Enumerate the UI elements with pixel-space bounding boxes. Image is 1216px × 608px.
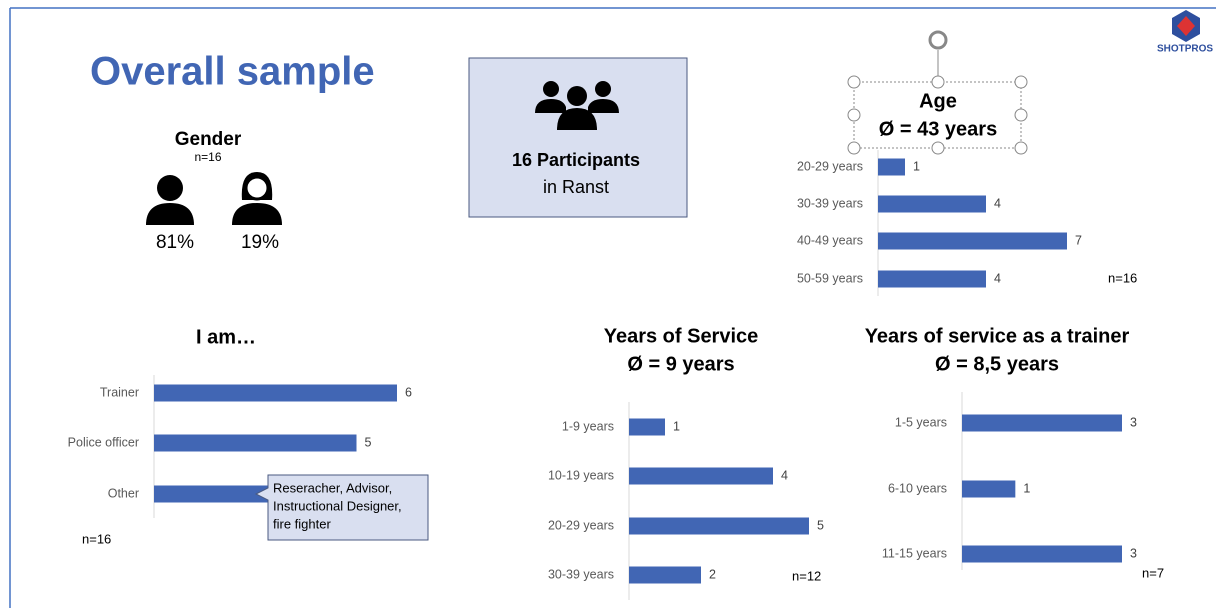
value-label: 1 [1023,481,1030,495]
participants-count: 16 Participants [512,150,640,170]
value-label: 7 [1075,233,1082,247]
chart-title: Years of Service [604,325,759,347]
participants-box [468,57,688,218]
value-label: 4 [781,468,788,482]
value-label: 2 [709,567,716,581]
callout-box [254,474,429,541]
value-label: 3 [1130,546,1137,560]
category-label: Police officer [68,435,139,449]
chart-title: I am… [196,326,256,348]
value-label: 1 [673,419,680,433]
category-label: 50-59 years [797,271,863,285]
bar [629,517,809,535]
participants-place: in Ranst [543,177,609,197]
bar [629,467,773,485]
group-icon [535,81,619,130]
slide-title: Overall sample [90,50,375,94]
value-label: 5 [817,518,824,532]
chart-title: Years of service as a trainer [865,325,1130,347]
bar [878,158,905,176]
bar [154,434,357,452]
male-share: 81% [156,232,194,253]
category-label: 30-39 years [797,196,863,210]
callout-text: Instructional Designer, [273,498,402,513]
sample-size: n=16 [82,531,111,546]
sample-size: n=7 [1142,565,1164,580]
callout-text: fire fighter [273,516,331,531]
chart-subtitle: Ø = 43 years [879,118,997,140]
category-label: Trainer [100,385,139,399]
gender-n: n=16 [194,150,221,164]
bar [629,418,665,436]
bar [878,195,986,213]
callout-text: Reseracher, Advisor, [273,480,392,495]
male-icon [146,175,194,225]
chart-subtitle: Ø = 8,5 years [935,353,1059,375]
value-label: 4 [994,196,1001,210]
value-label: 6 [405,385,412,399]
category-label: 10-19 years [548,468,614,482]
bar [154,384,397,402]
category-label: 1-5 years [895,415,947,429]
bar [962,414,1122,432]
category-label: 11-15 years [882,546,947,560]
bar [878,270,986,288]
category-label: 40-49 years [797,233,863,247]
bar [962,480,1016,498]
category-label: 30-39 years [548,567,614,581]
chart-title: Age [919,90,957,112]
gender-title: Gender [175,129,242,150]
value-label: 3 [1130,415,1137,429]
sample-size: n=12 [792,568,821,583]
logo: SHOTPROS [1157,10,1213,55]
logo-text: SHOTPROS [1157,44,1213,55]
bar [878,232,1067,250]
category-label: Other [108,486,139,500]
value-label: 4 [994,271,1001,285]
category-label: 20-29 years [797,159,863,173]
selection-frame [847,30,1028,155]
category-label: 20-29 years [548,518,614,532]
female-share: 19% [241,232,279,253]
female-icon [232,172,282,225]
sample-size: n=16 [1108,270,1137,285]
category-label: 1-9 years [562,419,614,433]
bar [629,566,701,584]
bar [962,545,1122,563]
chart-subtitle: Ø = 9 years [627,353,734,375]
category-label: 6-10 years [888,481,947,495]
value-label: 1 [913,159,920,173]
value-label: 5 [365,435,372,449]
